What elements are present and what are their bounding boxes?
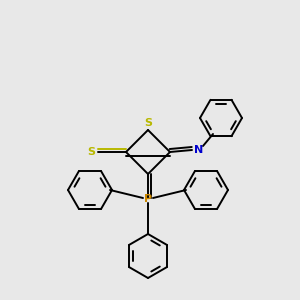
- Text: N: N: [194, 145, 204, 155]
- Text: S: S: [144, 118, 152, 128]
- Text: P: P: [144, 194, 152, 204]
- Text: S: S: [87, 147, 95, 157]
